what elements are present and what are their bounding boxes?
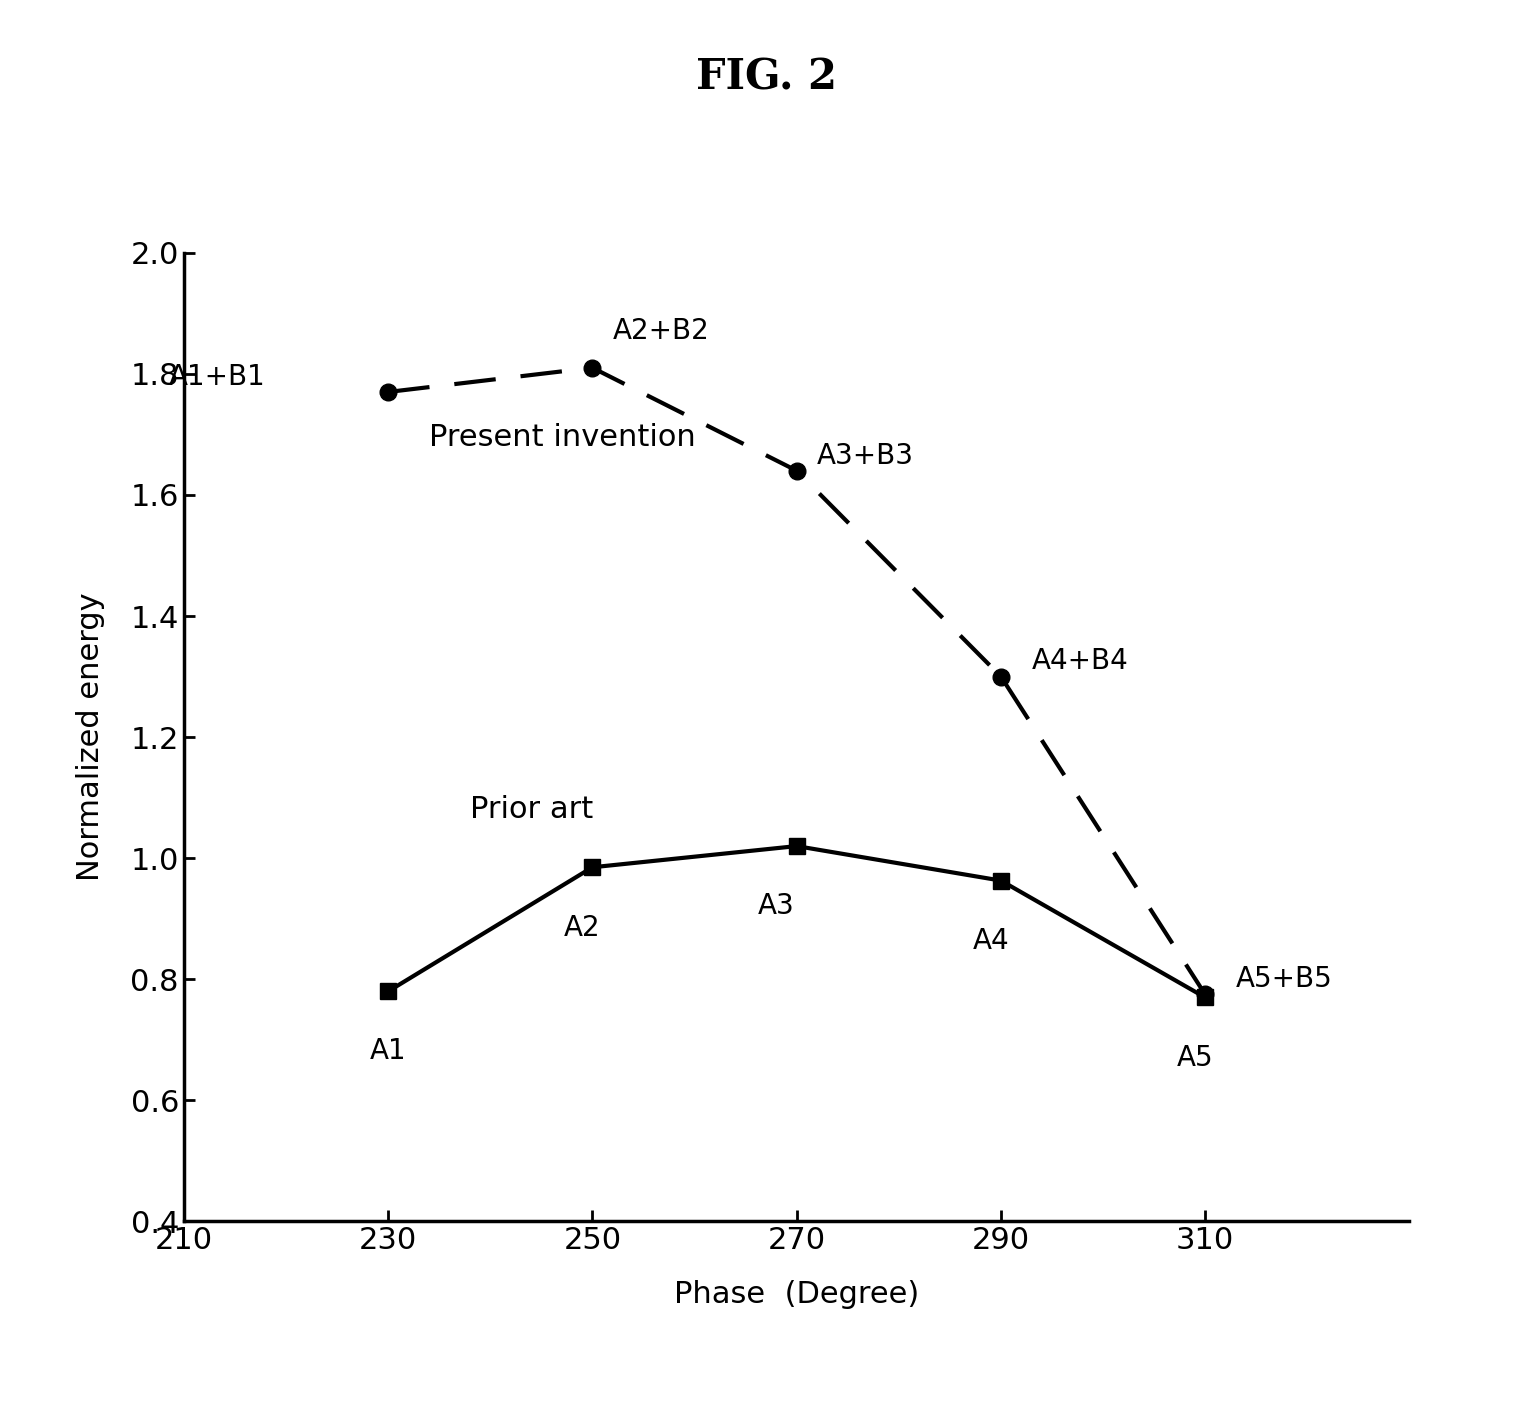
Text: A2+B2: A2+B2 bbox=[613, 317, 709, 345]
Text: A1: A1 bbox=[369, 1036, 406, 1064]
Text: A1+B1: A1+B1 bbox=[169, 362, 265, 390]
Text: A5: A5 bbox=[1177, 1045, 1213, 1073]
Text: A4+B4: A4+B4 bbox=[1031, 647, 1128, 675]
Text: A2: A2 bbox=[564, 914, 601, 942]
Text: Prior art: Prior art bbox=[470, 795, 593, 824]
Text: A3+B3: A3+B3 bbox=[817, 441, 915, 469]
Y-axis label: Normalized energy: Normalized energy bbox=[77, 592, 106, 882]
Text: FIG. 2: FIG. 2 bbox=[696, 56, 836, 98]
Text: A3: A3 bbox=[758, 892, 795, 920]
Text: A5+B5: A5+B5 bbox=[1236, 966, 1333, 993]
X-axis label: Phase  (Degree): Phase (Degree) bbox=[674, 1280, 919, 1310]
Text: A4: A4 bbox=[973, 927, 1010, 955]
Text: Present invention: Present invention bbox=[429, 423, 696, 452]
